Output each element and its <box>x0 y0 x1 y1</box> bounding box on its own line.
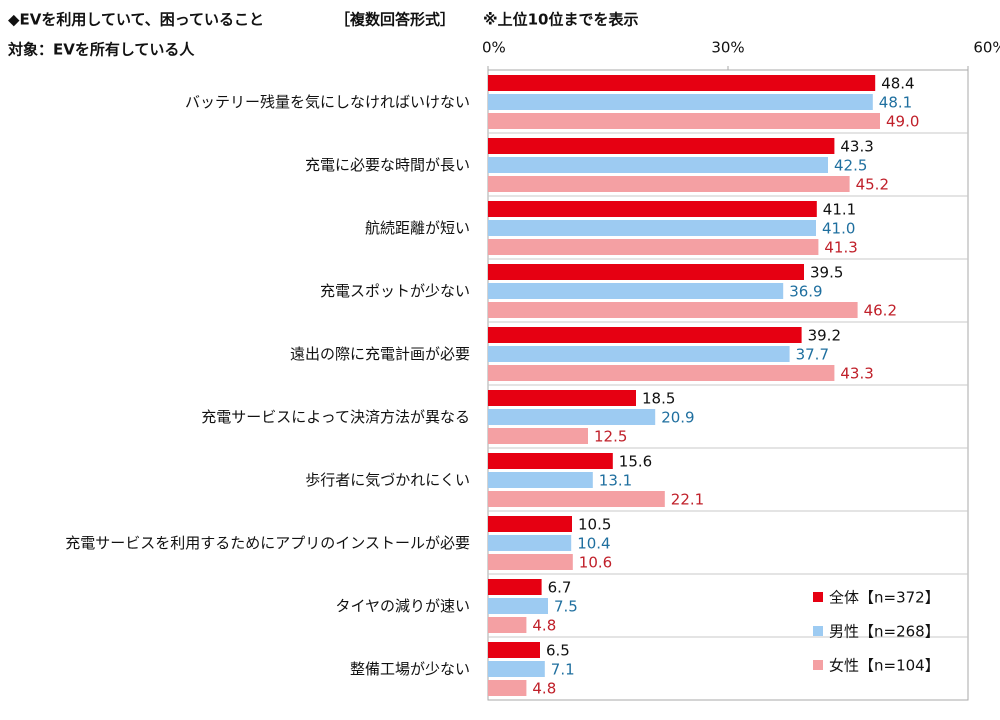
value-label: 46.2 <box>864 302 897 320</box>
value-label: 15.6 <box>619 453 652 471</box>
legend-swatch <box>813 592 823 602</box>
bar <box>488 239 819 255</box>
title-note: ［複数回答形式］ <box>335 11 455 29</box>
note: ※上位10位までを表示 <box>483 11 638 29</box>
value-label: 48.4 <box>881 75 914 93</box>
category-label: 航続距離が短い <box>365 219 470 237</box>
category-label: 整備工場が少ない <box>350 660 470 678</box>
value-label: 49.0 <box>886 113 919 131</box>
legend-swatch <box>813 660 823 670</box>
value-label: 10.5 <box>578 516 611 534</box>
value-label: 10.6 <box>579 554 612 572</box>
value-label: 12.5 <box>594 428 627 446</box>
bar <box>488 661 545 677</box>
category-label: 歩行者に気づかれにくい <box>305 471 470 489</box>
bar <box>488 94 873 110</box>
bar <box>488 157 828 173</box>
bar <box>488 75 876 91</box>
legend-label: 女性【n=104】 <box>829 657 940 675</box>
bar <box>488 409 656 425</box>
value-label: 22.1 <box>671 491 704 509</box>
bar <box>488 554 573 570</box>
value-label: 20.9 <box>661 409 694 427</box>
bar <box>488 264 804 280</box>
bar <box>488 201 817 217</box>
bar <box>488 365 835 381</box>
bar <box>488 302 858 318</box>
value-label: 41.1 <box>823 201 856 219</box>
category-label: タイヤの減りが速い <box>335 597 470 615</box>
chart-title: ◆EVを利用していて、困っていること <box>8 11 264 29</box>
legend-swatch <box>813 626 823 636</box>
value-label: 39.2 <box>808 327 841 345</box>
value-label: 43.3 <box>840 365 873 383</box>
value-label: 36.9 <box>789 283 822 301</box>
value-label: 41.3 <box>824 239 857 257</box>
bar <box>488 283 784 299</box>
bar <box>488 176 850 192</box>
value-label: 39.5 <box>810 264 843 282</box>
category-label: 充電サービスによって決済方法が異なる <box>201 408 470 426</box>
category-label: 遠出の際に充電計画が必要 <box>290 345 470 363</box>
value-label: 37.7 <box>796 346 829 364</box>
value-label: 7.5 <box>554 598 578 616</box>
value-label: 7.1 <box>551 661 575 679</box>
value-label: 4.8 <box>532 680 556 698</box>
bar <box>488 138 835 154</box>
legend-label: 全体【n=372】 <box>829 589 940 607</box>
subtitle: 対象：EVを所有している人 <box>7 41 195 59</box>
bar <box>488 220 816 236</box>
x-tick-label: 30% <box>711 39 744 57</box>
value-label: 10.4 <box>577 535 610 553</box>
x-tick-label: 0% <box>482 39 506 57</box>
category-label: 充電サービスを利用するためにアプリのインストールが必要 <box>65 534 470 552</box>
bar <box>488 535 572 551</box>
value-label: 48.1 <box>879 94 912 112</box>
bar <box>488 617 527 633</box>
bar <box>488 642 540 658</box>
bar <box>488 390 636 406</box>
value-label: 6.7 <box>548 579 572 597</box>
value-label: 6.5 <box>546 642 570 660</box>
bar <box>488 579 542 595</box>
legend-label: 男性【n=268】 <box>829 623 940 641</box>
value-label: 43.3 <box>840 138 873 156</box>
bar <box>488 327 802 343</box>
category-label: バッテリー残量を気にしなければいけない <box>185 93 470 111</box>
bar <box>488 453 613 469</box>
value-label: 41.0 <box>822 220 855 238</box>
bar <box>488 113 880 129</box>
bar <box>488 598 548 614</box>
value-label: 42.5 <box>834 157 867 175</box>
category-label: 充電スポットが少ない <box>320 282 470 300</box>
value-label: 4.8 <box>532 617 556 635</box>
bar <box>488 428 588 444</box>
value-label: 13.1 <box>599 472 632 490</box>
bar <box>488 516 572 532</box>
x-tick-label: 60% <box>973 39 1000 57</box>
bar <box>488 680 527 696</box>
bar <box>488 472 593 488</box>
value-label: 18.5 <box>642 390 675 408</box>
bar <box>488 491 665 507</box>
bar <box>488 346 790 362</box>
category-label: 充電に必要な時間が長い <box>305 156 470 174</box>
value-label: 45.2 <box>856 176 889 194</box>
